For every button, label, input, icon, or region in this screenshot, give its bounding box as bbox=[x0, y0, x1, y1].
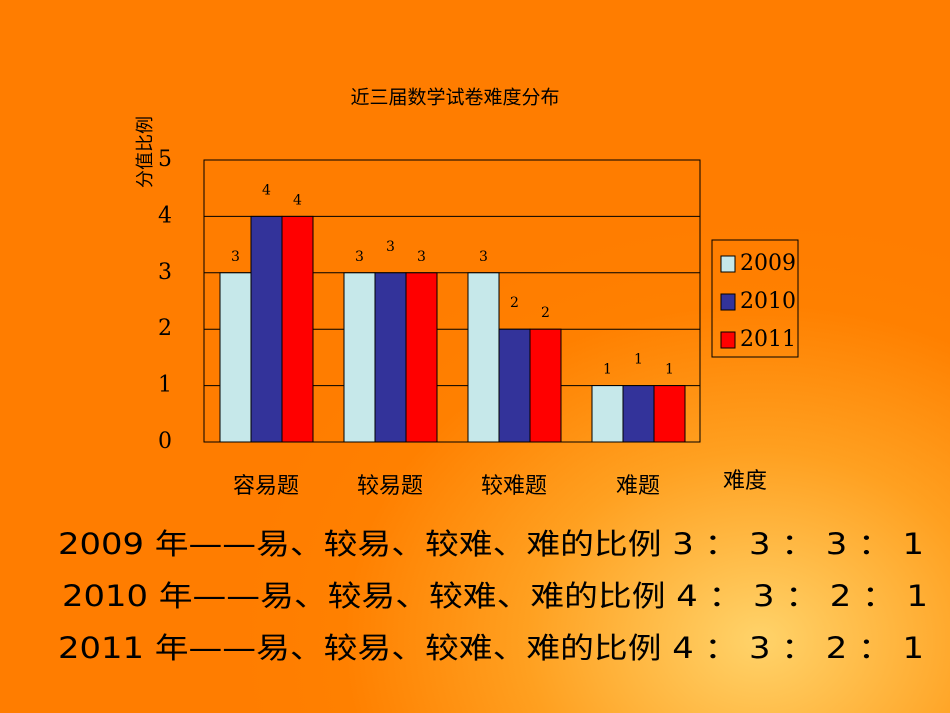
y-tick-label: 5 bbox=[158, 147, 172, 172]
x-tick-label: 难题 bbox=[616, 474, 660, 499]
x-tick-label: 较易题 bbox=[357, 474, 423, 499]
legend-label: 2009 bbox=[740, 251, 796, 276]
bar bbox=[622, 385, 655, 443]
data-label: 2 bbox=[510, 295, 519, 311]
data-label: 4 bbox=[293, 192, 302, 208]
x-tick-label: 较难题 bbox=[481, 474, 547, 499]
data-label: 3 bbox=[386, 239, 395, 255]
legend-swatch bbox=[720, 255, 736, 273]
summary-line: 2011 年——易、较易、较难、难的比例 4 ： 3 ： 2 ： 1 bbox=[58, 631, 924, 665]
y-axis-label: 分值比例 bbox=[135, 116, 156, 188]
data-label: 3 bbox=[417, 249, 426, 265]
bar bbox=[653, 385, 686, 443]
data-label: 2 bbox=[541, 305, 550, 321]
data-label: 4 bbox=[262, 182, 271, 198]
summary-line: 2010 年——易、较易、较难、难的比例 4 ： 3 ： 2 ： 1 bbox=[62, 579, 928, 613]
data-label: 1 bbox=[603, 362, 612, 378]
y-tick-label: 3 bbox=[158, 260, 172, 285]
bar bbox=[529, 328, 562, 443]
legend-box bbox=[711, 239, 799, 358]
bar bbox=[591, 385, 624, 443]
bar bbox=[219, 272, 252, 443]
legend-label: 2011 bbox=[740, 327, 796, 352]
bar bbox=[250, 215, 283, 443]
bar bbox=[498, 328, 531, 443]
chart-title: 近三届数学试卷难度分布 bbox=[350, 87, 559, 109]
bar bbox=[343, 272, 376, 443]
legend-label: 2010 bbox=[740, 289, 796, 314]
summary-line: 2009 年——易、较易、较难、难的比例 3 ： 3 ： 3 ： 1 bbox=[58, 527, 924, 561]
x-axis-label: 难度 bbox=[723, 469, 767, 494]
legend-swatch bbox=[720, 331, 736, 349]
y-tick-label: 0 bbox=[158, 429, 172, 454]
data-label: 3 bbox=[479, 249, 488, 265]
data-label: 1 bbox=[634, 352, 643, 368]
bar bbox=[374, 272, 407, 443]
data-label: 1 bbox=[665, 362, 674, 378]
bar bbox=[281, 215, 314, 443]
y-tick-label: 2 bbox=[158, 316, 172, 341]
bar bbox=[405, 272, 438, 443]
x-tick-label: 容易题 bbox=[233, 474, 299, 499]
bar bbox=[467, 272, 500, 443]
data-label: 3 bbox=[231, 249, 240, 265]
data-label: 3 bbox=[355, 249, 364, 265]
y-tick-label: 4 bbox=[158, 203, 172, 228]
legend-swatch bbox=[720, 293, 736, 311]
y-tick-label: 1 bbox=[158, 373, 172, 398]
